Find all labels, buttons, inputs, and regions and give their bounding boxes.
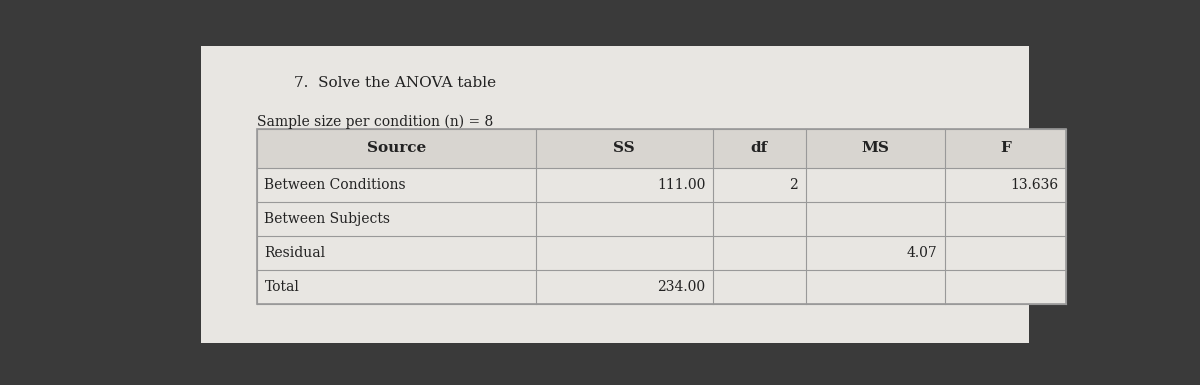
Bar <box>257 129 1066 168</box>
Text: 2: 2 <box>790 178 798 192</box>
Bar <box>257 270 1066 304</box>
Bar <box>257 236 1066 270</box>
Text: Between Conditions: Between Conditions <box>264 178 406 192</box>
Text: 234.00: 234.00 <box>658 280 706 294</box>
Text: Sample size per condition (n) = 8: Sample size per condition (n) = 8 <box>257 114 493 129</box>
Text: Total: Total <box>264 280 299 294</box>
Text: MS: MS <box>862 141 889 156</box>
Text: SS: SS <box>613 141 635 156</box>
Text: Source: Source <box>367 141 426 156</box>
Text: 13.636: 13.636 <box>1010 178 1058 192</box>
Text: 7.  Solve the ANOVA table: 7. Solve the ANOVA table <box>294 76 497 90</box>
Bar <box>257 202 1066 236</box>
Bar <box>202 46 1028 343</box>
Bar <box>257 168 1066 202</box>
Text: Between Subjects: Between Subjects <box>264 212 390 226</box>
Text: 4.07: 4.07 <box>907 246 937 260</box>
Bar <box>257 129 1066 304</box>
Text: df: df <box>750 141 768 156</box>
Text: 111.00: 111.00 <box>656 178 706 192</box>
Text: Residual: Residual <box>264 246 325 260</box>
Text: F: F <box>1000 141 1012 156</box>
